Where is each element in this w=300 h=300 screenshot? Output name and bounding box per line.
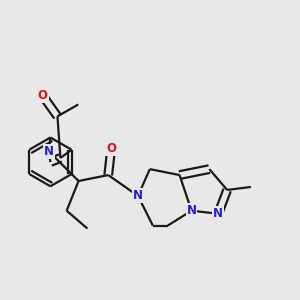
Text: N: N (187, 204, 196, 217)
Text: N: N (213, 207, 223, 220)
Text: N: N (44, 145, 54, 158)
Text: O: O (106, 142, 116, 155)
Text: N: N (133, 189, 143, 203)
Text: O: O (38, 89, 48, 102)
